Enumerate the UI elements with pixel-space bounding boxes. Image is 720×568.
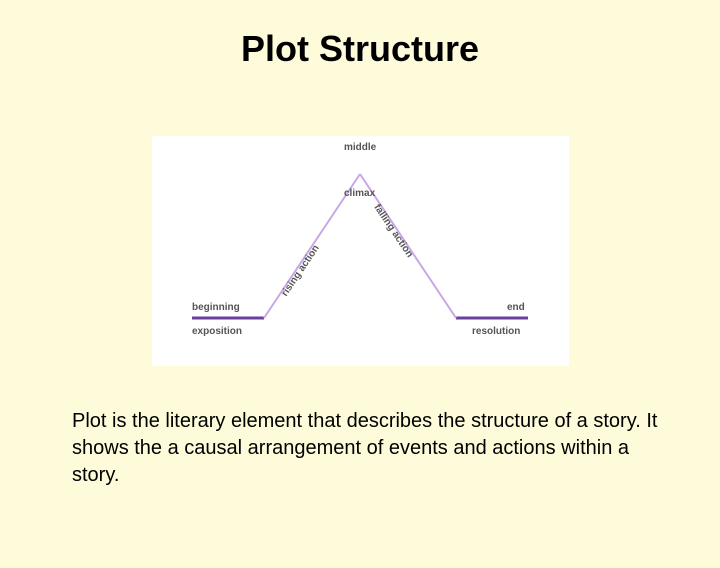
body-paragraph: Plot is the literary element that descri… [72, 408, 662, 489]
label-middle: middle [344, 142, 376, 153]
label-climax: climax [344, 188, 375, 199]
label-beginning: beginning [192, 302, 240, 313]
label-exposition: exposition [192, 326, 242, 337]
plot-triangle-diagram: middle climax rising action falling acti… [152, 136, 569, 366]
label-end: end [507, 302, 525, 313]
page-title: Plot Structure [0, 28, 720, 70]
label-resolution: resolution [472, 326, 520, 337]
